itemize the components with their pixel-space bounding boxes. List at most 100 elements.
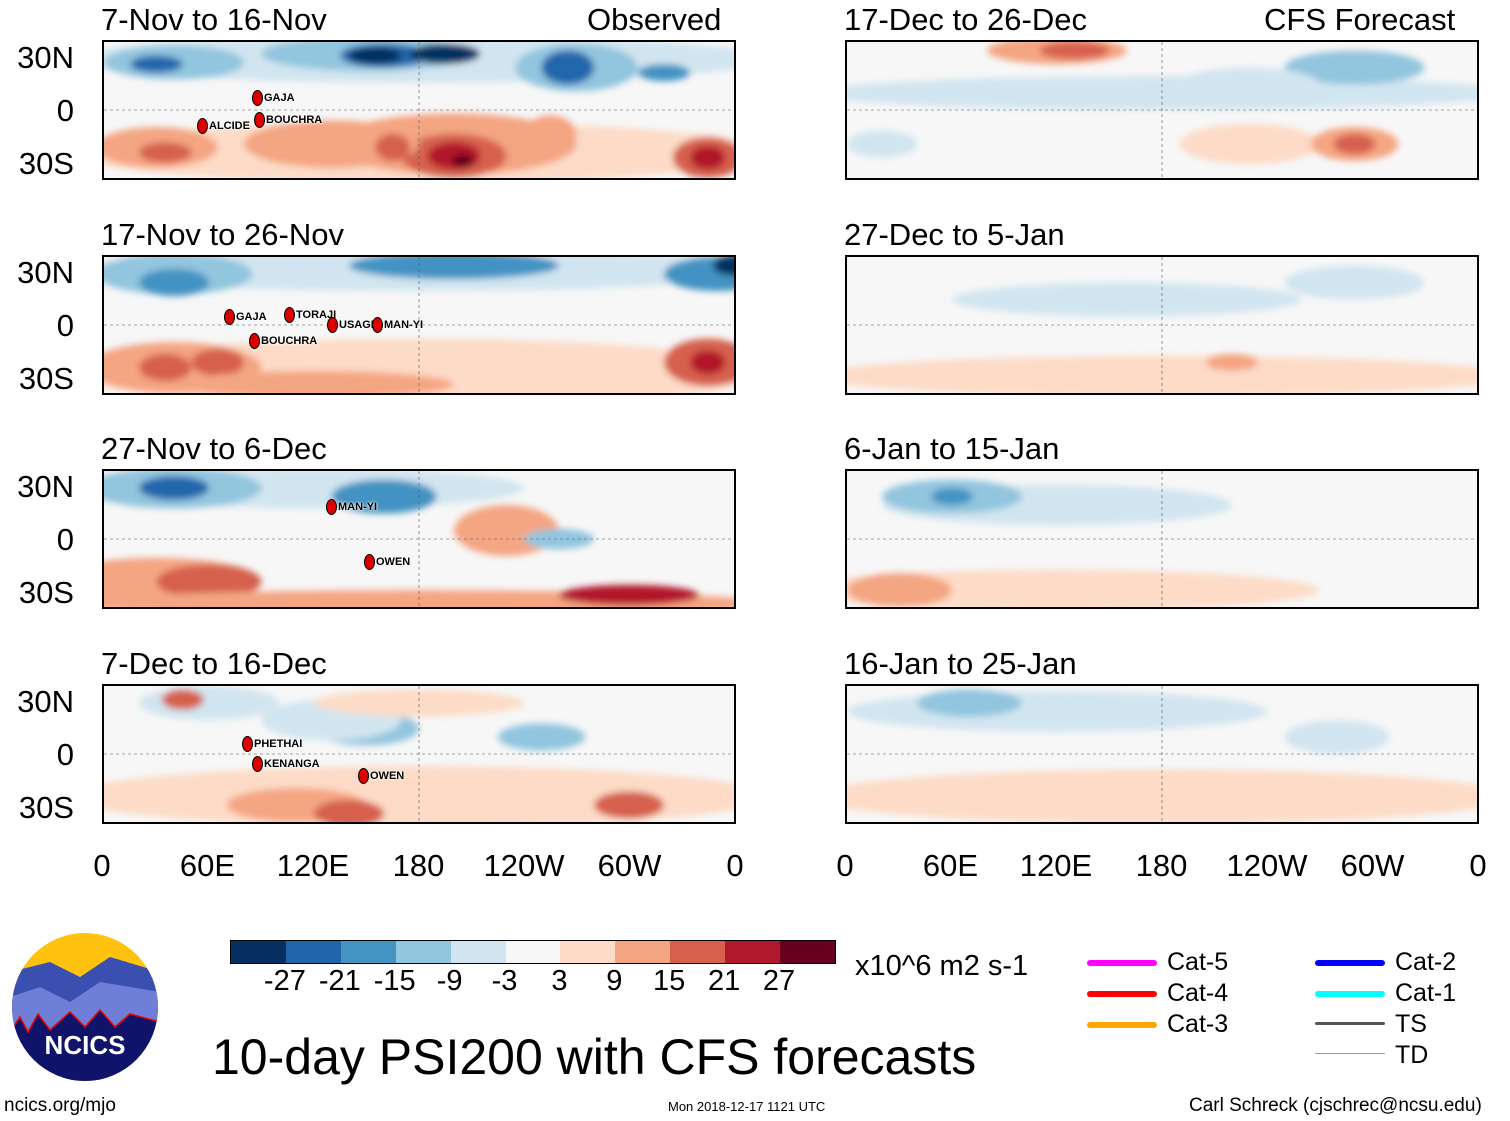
anomaly-contour <box>559 584 699 606</box>
colorbar-swatch <box>285 941 341 963</box>
lon-tick-label: 60W <box>597 848 662 883</box>
anomaly-contour <box>139 142 192 163</box>
colorbar-swatch <box>450 941 506 963</box>
cyclone-icon <box>284 307 295 323</box>
lon-tick-label: 120E <box>276 848 350 883</box>
anomaly-contour <box>139 686 279 720</box>
colorbar-tick-label: 21 <box>707 965 741 997</box>
colorbar-tick-label: -9 <box>436 965 463 997</box>
colorbar-tick-label: -21 <box>318 965 361 997</box>
cyclone-icon <box>249 333 260 349</box>
legend-line <box>1315 991 1385 997</box>
anomaly-contour <box>847 130 917 158</box>
legend-label: Cat-1 <box>1395 979 1457 1007</box>
anomaly-contour <box>847 569 1320 607</box>
anomaly-contour <box>1179 67 1320 102</box>
anomaly-contour <box>452 154 474 168</box>
colorbar-tick-label: -27 <box>263 965 306 997</box>
storm-label: OWEN <box>370 770 405 782</box>
anomaly-contour <box>156 564 262 599</box>
figure-title: 10-day PSI200 with CFS forecasts <box>212 1029 977 1085</box>
cyclone-icon <box>224 309 235 325</box>
anomaly-contour <box>427 142 481 170</box>
storm-label: KENANGA <box>264 758 320 770</box>
footer-url[interactable]: ncics.org/mjo <box>4 1095 116 1116</box>
colorbar-tick-label: -3 <box>491 965 518 997</box>
anomaly-contour <box>524 115 577 156</box>
map-panel <box>845 469 1479 609</box>
lat-tick-label: 30N <box>17 40 74 75</box>
anomaly-contour <box>244 120 419 168</box>
storm-label: GAJA <box>236 311 267 323</box>
lon-tick-label: 60E <box>179 848 236 883</box>
storm-label: USAGI <box>339 319 374 331</box>
ncics-logo: NCICS <box>12 933 158 1081</box>
map-panel: GAJA TORAJI USAGI MAN-YI BOUCHRA <box>102 255 736 395</box>
legend-line <box>1315 1022 1385 1025</box>
legend-line <box>1087 991 1157 997</box>
anomaly-contour <box>952 282 1302 317</box>
panel-title: 7-Dec to 16-Dec <box>101 646 327 681</box>
anomaly-contour <box>331 479 437 514</box>
anomaly-contour <box>1284 265 1425 300</box>
cyclone-icon <box>252 756 263 772</box>
anomaly-contour <box>191 348 244 376</box>
anomaly-contour <box>139 268 209 297</box>
anomaly-contour <box>161 689 204 710</box>
storm-label: GAJA <box>264 92 295 104</box>
legend-line <box>1087 960 1157 966</box>
lat-tick-label: 30S <box>18 361 74 396</box>
anomaly-contour <box>690 145 726 170</box>
lon-tick-label: 0 <box>93 848 111 883</box>
legend-label: Cat-3 <box>1167 1010 1229 1038</box>
footer-timestamp: Mon 2018-12-17 1121 UTC <box>668 1099 826 1114</box>
colorbar-tick-label: 15 <box>653 965 686 997</box>
anomaly-contour <box>847 355 1477 393</box>
lat-tick-label: 30S <box>18 790 74 825</box>
lat-tick-label: 30N <box>17 469 74 504</box>
legend-line <box>1087 1022 1157 1028</box>
lon-tick-label: 0 <box>1469 848 1487 883</box>
cyclone-icon <box>252 90 263 106</box>
cyclone-icon <box>197 118 208 134</box>
anomaly-contour <box>713 257 734 276</box>
panel-title: 16-Jan to 25-Jan <box>844 646 1077 681</box>
colorbar-swatch <box>340 941 396 963</box>
legend-label: TD <box>1395 1041 1429 1069</box>
colorbar-swatch <box>670 941 726 963</box>
colorbar <box>230 940 836 964</box>
colorbar-swatch <box>615 941 671 963</box>
svg-text:NCICS: NCICS <box>45 1030 126 1060</box>
anomaly-contour <box>1179 123 1320 165</box>
anomaly-contour <box>847 691 1267 732</box>
cyclone-icon <box>326 499 337 515</box>
lat-tick-label: 30N <box>17 684 74 719</box>
colorbar-swatch <box>780 941 835 963</box>
observed-header: Observed <box>587 2 722 37</box>
anomaly-contour <box>1039 42 1110 59</box>
panel-title: 6-Jan to 15-Jan <box>844 431 1060 466</box>
map-panel: MAN-YI OWEN <box>102 469 736 609</box>
cyclone-icon <box>327 317 338 333</box>
anomaly-contour <box>139 476 209 500</box>
colorbar-swatch <box>560 941 616 963</box>
panel-title: 7-Nov to 16-Nov <box>101 2 327 37</box>
lon-tick-label: 0 <box>836 848 854 883</box>
storm-label: ALCIDE <box>209 120 250 132</box>
colorbar-tick-label: 9 <box>606 965 623 997</box>
lon-tick-label: 120W <box>483 848 565 883</box>
panel-title: 27-Nov to 6-Dec <box>101 431 327 466</box>
anomaly-contour <box>349 47 402 65</box>
storm-label: MAN-YI <box>338 501 378 513</box>
cyclone-icon <box>242 736 253 752</box>
anomaly-contour <box>594 791 664 819</box>
cyclone-icon <box>358 768 369 784</box>
colorbar-swatch <box>395 941 451 963</box>
legend-label: TS <box>1395 1010 1427 1038</box>
anomaly-contour <box>637 64 691 82</box>
lon-tick-label: 60W <box>1340 848 1405 883</box>
anomaly-contour <box>139 353 192 382</box>
map-panel <box>845 255 1479 395</box>
anomaly-contour <box>1284 50 1425 85</box>
storm-label: TORAJI <box>296 309 337 321</box>
